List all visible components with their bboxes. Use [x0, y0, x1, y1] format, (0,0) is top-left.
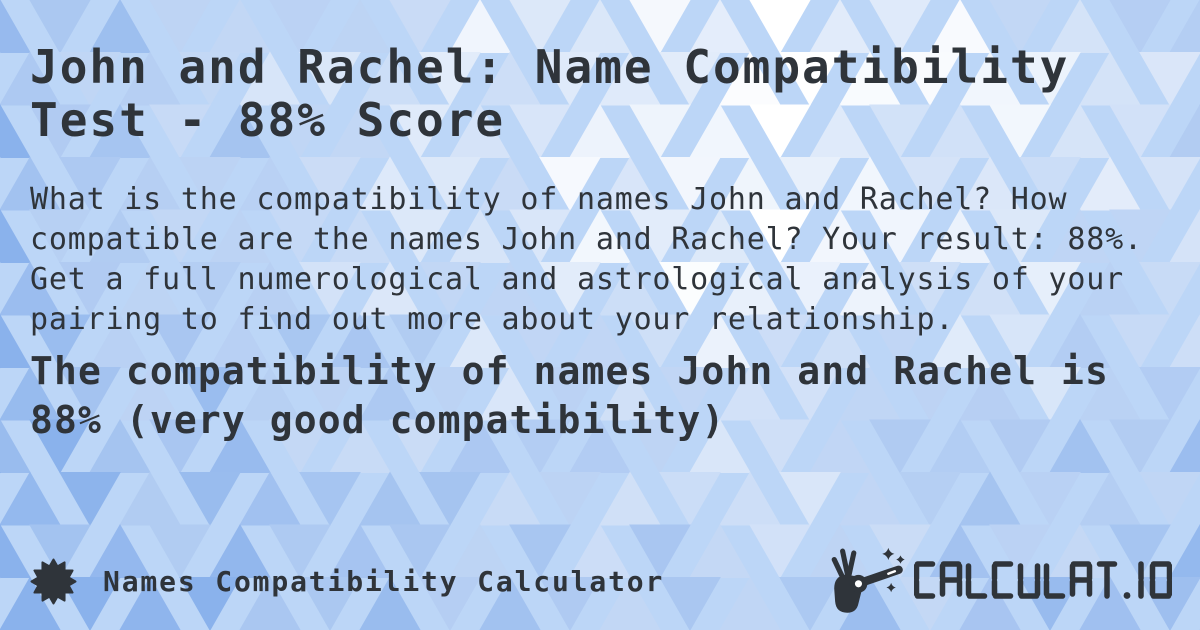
- page-description: What is the compatibility of names John …: [30, 182, 1143, 337]
- sparkle-star-icon: [882, 547, 895, 560]
- compatibility-result: The compatibility of names John and Rach…: [30, 349, 1110, 442]
- calculator-name: Names Compatibility Calculator: [103, 564, 665, 598]
- calculator-brand: Names Compatibility Calculator: [30, 557, 665, 605]
- calculatio-wordmark: [914, 561, 1172, 599]
- footer: Names Compatibility Calculator: [30, 545, 1172, 617]
- page-title: John and Rachel: Name Compatibility Test…: [30, 40, 1070, 147]
- starburst-seal-icon: [30, 557, 77, 605]
- calculatio-logo: [823, 545, 1172, 617]
- sparkle-star-icon: [896, 555, 905, 564]
- sparkle-star-icon: [886, 582, 896, 593]
- magic-wand-hand-icon: [831, 547, 905, 613]
